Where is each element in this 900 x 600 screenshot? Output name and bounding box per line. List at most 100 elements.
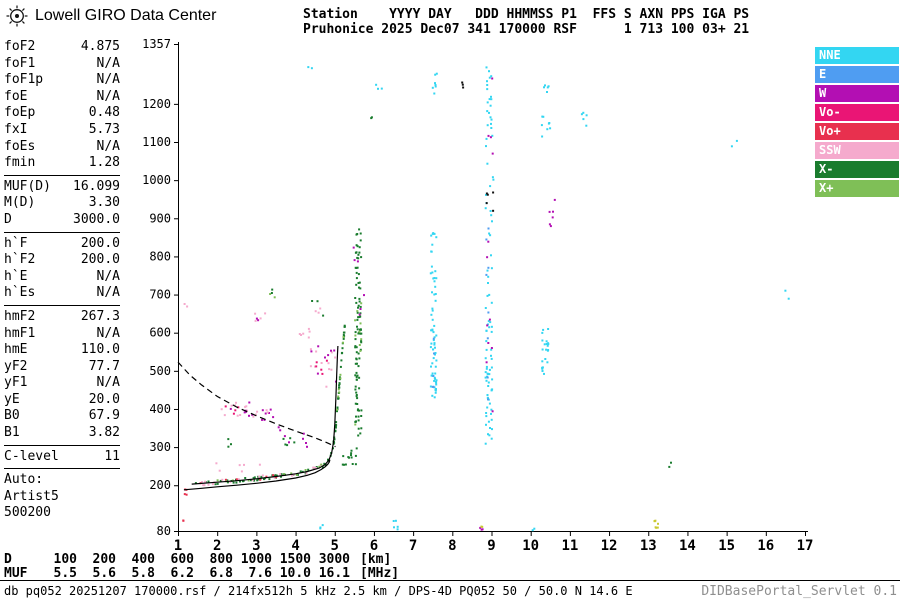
param-label: foE bbox=[4, 88, 28, 104]
x-tick-label: 11 bbox=[561, 538, 578, 554]
param-label: B0 bbox=[4, 408, 20, 424]
footer-divider bbox=[0, 580, 900, 581]
param-divider bbox=[4, 444, 120, 446]
logo: Lowell GIRO Data Center bbox=[6, 5, 216, 27]
param-row: foE N/A bbox=[4, 89, 120, 106]
x-tick-label: 17 bbox=[797, 538, 814, 554]
legend-item-X+: X+ bbox=[815, 180, 899, 197]
param-value: 77.7 bbox=[88, 358, 120, 374]
x-tick-label: 16 bbox=[757, 538, 774, 554]
param-row: h`Es N/A bbox=[4, 285, 120, 302]
param-value: 267.3 bbox=[80, 308, 120, 324]
y-tick-label: 80 bbox=[157, 524, 171, 538]
param-row: 500200 bbox=[4, 505, 120, 522]
param-row: B1 3.82 bbox=[4, 425, 120, 442]
y-tick-label: 1200 bbox=[142, 97, 171, 111]
station-header-line1: Station YYYY DAY DDD HHMMSS P1 FFS S AXN… bbox=[303, 7, 750, 22]
param-row: hmE 110.0 bbox=[4, 342, 120, 359]
param-value: 16.099 bbox=[73, 178, 120, 194]
row-value: 800 bbox=[209, 552, 233, 567]
y-tick-label: 300 bbox=[149, 440, 171, 454]
echo-points bbox=[182, 66, 790, 532]
param-value: 0.48 bbox=[88, 105, 120, 121]
station-header: Station YYYY DAY DDD HHMMSS P1 FFS S AXN… bbox=[303, 7, 749, 37]
y-tick-label: 1100 bbox=[142, 135, 171, 149]
row-value: 1000 bbox=[240, 552, 272, 567]
record-info: db pq052 20251207 170000.rsf / 214fx512h… bbox=[4, 584, 633, 598]
param-row: B0 67.9 bbox=[4, 408, 120, 425]
footer-info: db pq052 20251207 170000.rsf / 214fx512h… bbox=[4, 584, 897, 599]
param-value: 200.0 bbox=[80, 235, 120, 251]
y-tick-label: 500 bbox=[149, 364, 171, 378]
row-value: 10.0 bbox=[279, 566, 311, 581]
param-row: h`F2 200.0 bbox=[4, 252, 120, 269]
param-label: h`F bbox=[4, 235, 28, 251]
muf-row: MUF 5.5 5.6 5.8 6.2 6.8 7.6 10.0 16.1 [MHz] bbox=[4, 567, 399, 580]
param-label: foF1p bbox=[4, 72, 44, 88]
y-tick-label: 1357 bbox=[142, 37, 171, 51]
param-label: h`E bbox=[4, 268, 28, 284]
legend-item-Vo-: Vo- bbox=[815, 104, 899, 121]
axes bbox=[178, 42, 808, 532]
x-tick-label: 12 bbox=[601, 538, 618, 554]
row-label: MUF bbox=[4, 566, 28, 581]
param-label: foF2 bbox=[4, 39, 36, 54]
x-tick-label: 9 bbox=[487, 538, 495, 554]
legend-item-W: W bbox=[815, 85, 899, 102]
param-divider bbox=[4, 174, 120, 176]
param-label: C-level bbox=[4, 448, 59, 464]
param-label: h`F2 bbox=[4, 252, 36, 268]
param-label: M(D) bbox=[4, 195, 36, 211]
legend-item-E: E bbox=[815, 66, 899, 83]
row-value: 5.5 bbox=[53, 566, 77, 581]
param-row: h`F 200.0 bbox=[4, 236, 120, 253]
servlet-version: DIDBasePortal_Servlet 0.1 bbox=[701, 584, 897, 599]
param-label: fmin bbox=[4, 155, 36, 171]
giro-sun-logo-icon bbox=[6, 5, 28, 27]
row-unit: [km] bbox=[360, 552, 392, 567]
param-row: fmin 1.28 bbox=[4, 155, 120, 172]
param-label: Auto: bbox=[4, 472, 44, 488]
param-label: yF2 bbox=[4, 358, 28, 374]
param-label: hmE bbox=[4, 342, 28, 358]
legend-item-Vo+: Vo+ bbox=[815, 123, 899, 140]
param-value: 1.28 bbox=[88, 155, 120, 171]
y-tick-label: 600 bbox=[149, 326, 171, 340]
profile bbox=[183, 459, 331, 491]
param-row: hmF2 267.3 bbox=[4, 309, 120, 326]
param-value: N/A bbox=[96, 55, 120, 71]
param-row: h`E N/A bbox=[4, 269, 120, 286]
legend-item-NNE: NNE bbox=[815, 47, 899, 64]
y-tick-label: 900 bbox=[149, 211, 171, 225]
param-label: yF1 bbox=[4, 375, 28, 391]
param-value: 110.0 bbox=[80, 342, 120, 358]
param-row: MUF(D) 16.099 bbox=[4, 179, 120, 196]
param-value: N/A bbox=[96, 88, 120, 104]
param-row: foF1p N/A bbox=[4, 72, 120, 89]
row-value: 6.8 bbox=[209, 566, 233, 581]
param-label: fxI bbox=[4, 121, 28, 137]
param-label: foEp bbox=[4, 105, 36, 121]
param-row: yE 20.0 bbox=[4, 392, 120, 409]
param-value: 3000.0 bbox=[73, 211, 120, 227]
row-value: 16.1 bbox=[318, 566, 350, 581]
x-tick-label: 15 bbox=[718, 538, 735, 554]
x-axis-ticks: 1 2 3 4 5 6 7 8 9 10 11 12 13 14 15 16 17 bbox=[174, 532, 814, 554]
y-tick-label: 700 bbox=[149, 288, 171, 302]
y-tick-label: 1000 bbox=[142, 173, 171, 187]
param-value: 4.875 bbox=[80, 39, 120, 54]
param-label: MUF(D) bbox=[4, 178, 51, 194]
row-value: 7.6 bbox=[248, 566, 272, 581]
row-value: 600 bbox=[170, 552, 194, 567]
row-label: D bbox=[4, 552, 12, 567]
param-label: hmF2 bbox=[4, 308, 36, 324]
param-value: N/A bbox=[96, 375, 120, 391]
param-row: yF1 N/A bbox=[4, 375, 120, 392]
param-row: foEp 0.48 bbox=[4, 105, 120, 122]
legend-item-X-: X- bbox=[815, 161, 899, 178]
param-divider bbox=[4, 231, 120, 233]
param-row: foEs N/A bbox=[4, 139, 120, 156]
param-row: Artist5 bbox=[4, 489, 120, 506]
param-value: 5.73 bbox=[88, 121, 120, 137]
station-header-line2: Pruhonice 2025 Dec07 341 170000 RSF 1 71… bbox=[303, 22, 750, 37]
